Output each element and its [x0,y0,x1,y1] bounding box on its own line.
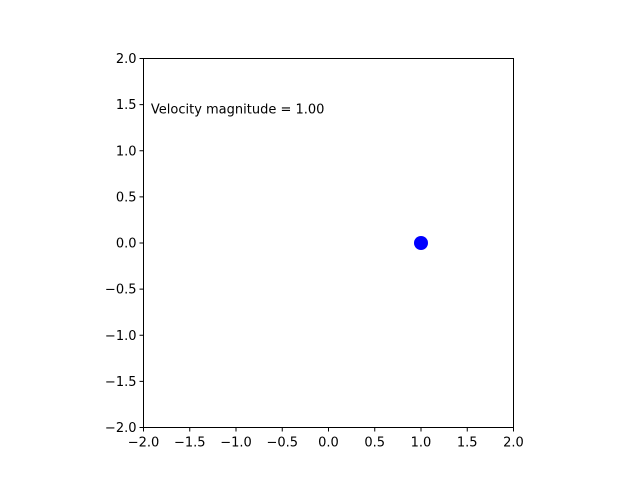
x-tick-label: −0.5 [266,436,298,451]
y-tick-label: 1.5 [116,98,137,113]
x-tick-label: 1.0 [411,436,432,451]
y-tick-label: 1.0 [116,144,137,159]
x-tick-label: 0.0 [318,436,339,451]
y-tick-label: −1.0 [105,329,137,344]
y-tick-label: 2.0 [116,52,137,67]
ticks: −2.0 −1.5 −1.0 −0.5 0.0 0.5 1.0 1.5 2.0−2.0−1.5−… [105,52,524,451]
velocity-annotation: Velocity magnitude = 1.00 [151,103,325,118]
x-tick-label: 2.0 [503,436,524,451]
x-tick-label: 1.5 [457,436,478,451]
x-tick-label: −1.0 [220,436,252,451]
y-tick-label: −0.5 [105,283,137,298]
data-point [414,236,428,250]
x-tick-label: −1.5 [174,436,206,451]
x-tick-label: −2.0 [128,436,160,451]
y-tick-label: −2.0 [105,421,137,436]
data-points [414,236,428,250]
y-tick-label: 0.0 [116,237,137,252]
x-tick-label: 0.5 [364,436,385,451]
y-tick-label: 0.5 [116,190,137,205]
y-tick-label: −1.5 [105,375,137,390]
plot-frame [143,58,514,428]
